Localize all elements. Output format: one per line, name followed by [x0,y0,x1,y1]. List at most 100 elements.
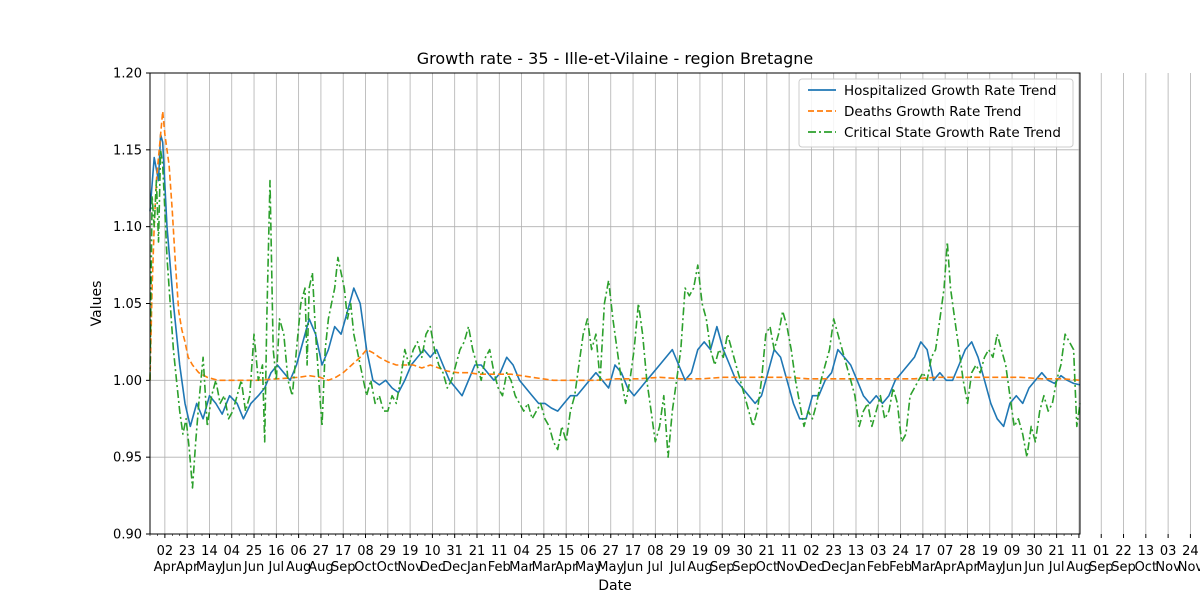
x-tick-day-label: 11 [491,544,508,559]
y-tick-label: 0.90 [113,528,142,543]
legend-label-1: Deaths Growth Rate Trend [844,104,1022,120]
x-tick-day-label: 24 [892,544,909,559]
x-tick-month-label: Jul [1048,560,1065,575]
x-tick-month-label: Sep [331,560,356,575]
x-tick-month-label: Oct [377,560,399,575]
x-tick-month-label: Jul [646,560,663,575]
x-tick-month-label: Jan [845,560,866,575]
x-tick-month-label: Nov [397,560,423,575]
x-tick-month-label: Apr [154,560,177,575]
x-tick-day-label: 09 [1004,544,1021,559]
x-tick-day-label: 29 [380,544,397,559]
x-tick-day-label: 27 [313,544,330,559]
x-tick-month-label: Apr [555,560,578,575]
x-tick-day-label: 13 [1138,544,1155,559]
x-tick-month-label: Oct [1135,560,1157,575]
x-tick-month-label: Dec [821,560,846,575]
x-tick-day-label: 03 [870,544,887,559]
x-tick-day-label: 23 [179,544,196,559]
y-tick-label: 1.10 [113,220,142,235]
x-tick-month-label: Nov [1155,560,1181,575]
legend-label-0: Hospitalized Growth Rate Trend [844,83,1056,99]
x-tick-month-label: May [597,560,624,575]
y-tick-label: 1.00 [113,374,142,389]
x-tick-month-label: Dec [442,560,467,575]
x-tick-month-label: Jun [622,560,643,575]
x-tick-day-label: 21 [1048,544,1065,559]
y-tick-label: 1.05 [113,297,142,312]
x-tick-day-label: 25 [246,544,263,559]
x-tick-month-label: May [976,560,1003,575]
x-tick-day-label: 21 [759,544,776,559]
x-tick-month-label: Jun [243,560,264,575]
x-tick-day-label: 27 [602,544,619,559]
x-tick-day-label: 01 [1093,544,1110,559]
x-tick-month-label: Mar [509,560,534,575]
x-tick-month-label: Mar [911,560,936,575]
x-axis: 02Apr23Apr14May04Jun25Jun16Jul06Aug27Aug… [149,534,1200,575]
x-tick-day-label: 02 [157,544,174,559]
x-tick-day-label: 11 [1071,544,1088,559]
x-tick-month-label: Sep [732,560,757,575]
x-tick-day-label: 03 [1160,544,1177,559]
x-tick-day-label: 09 [714,544,731,559]
legend-label-2: Critical State Growth Rate Trend [844,125,1061,141]
x-tick-day-label: 07 [937,544,954,559]
x-tick-month-label: Jun [1001,560,1022,575]
legend: Hospitalized Growth Rate Trend Deaths Gro… [798,78,1074,148]
x-tick-month-label: Aug [286,560,311,575]
x-tick-month-label: Jun [221,560,242,575]
x-tick-month-label: Aug [1066,560,1091,575]
x-tick-day-label: 17 [335,544,352,559]
x-tick-month-label: Jan [466,560,487,575]
x-tick-day-label: 28 [959,544,976,559]
x-tick-month-label: Jul [669,560,686,575]
y-tick-label: 1.20 [113,67,142,82]
x-tick-month-label: May [575,560,602,575]
chart-title: Growth rate - 35 - Ille-et-Vilaine - reg… [417,49,814,68]
x-tick-day-label: 22 [1115,544,1132,559]
x-tick-month-label: Sep [1111,560,1136,575]
x-tick-day-label: 10 [424,544,441,559]
x-tick-month-label: Jul [267,560,284,575]
x-tick-month-label: Sep [1089,560,1114,575]
series-line-2 [149,149,1081,489]
x-tick-day-label: 16 [268,544,285,559]
x-tick-day-label: 17 [625,544,642,559]
x-tick-day-label: 02 [803,544,820,559]
plot-series [149,110,1081,489]
x-tick-day-label: 13 [848,544,865,559]
x-tick-month-label: Feb [488,560,511,575]
x-tick-day-label: 24 [1182,544,1199,559]
x-tick-month-label: Feb [889,560,912,575]
y-tick-label: 1.15 [113,143,142,158]
x-tick-day-label: 31 [446,544,463,559]
x-tick-day-label: 06 [580,544,597,559]
x-tick-month-label: Aug [308,560,333,575]
legend-box [798,78,1074,148]
x-tick-month-label: Aug [687,560,712,575]
x-tick-month-label: Dec [799,560,824,575]
x-tick-month-label: Dec [420,560,445,575]
x-axis-label: Date [598,578,631,594]
x-tick-day-label: 21 [469,544,486,559]
x-tick-month-label: Apr [176,560,199,575]
x-tick-month-label: Apr [956,560,979,575]
x-tick-day-label: 17 [915,544,932,559]
y-axis-label: Values [89,281,105,327]
x-tick-month-label: Oct [354,560,376,575]
x-tick-month-label: Mar [532,560,557,575]
x-tick-day-label: 29 [669,544,686,559]
x-tick-day-label: 15 [558,544,575,559]
x-tick-day-label: 11 [781,544,798,559]
x-tick-day-label: 25 [536,544,553,559]
x-tick-day-label: 30 [1026,544,1043,559]
x-tick-month-label: Apr [934,560,957,575]
y-tick-label: 0.95 [113,451,142,466]
x-tick-day-label: 19 [402,544,419,559]
y-axis: 0.90 0.95 1.00 1.05 1.10 1.15 1.20 [113,67,150,543]
grid-lines [150,72,1191,535]
series-line-1 [149,110,1081,382]
x-tick-month-label: Jun [1023,560,1044,575]
